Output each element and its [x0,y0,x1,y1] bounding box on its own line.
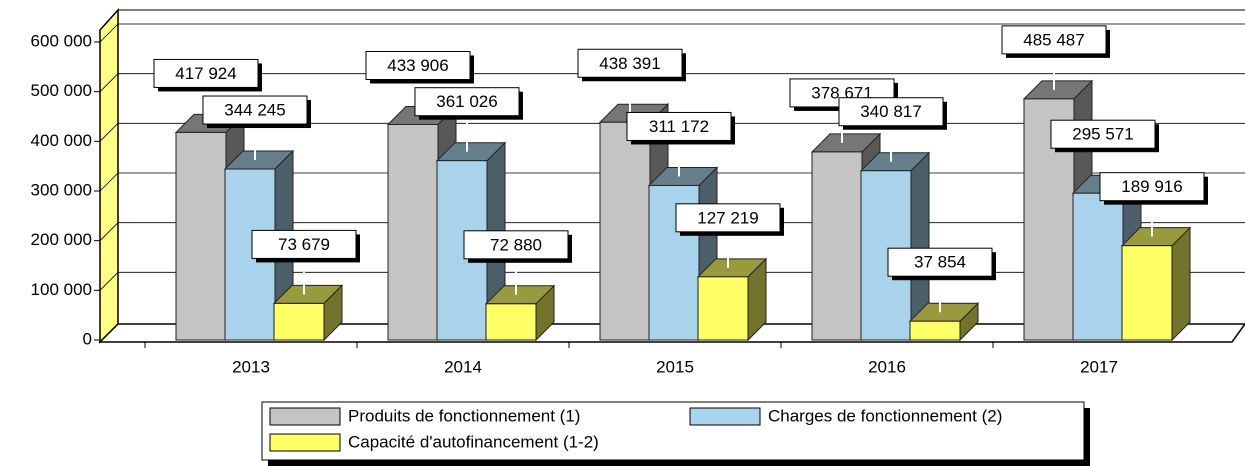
label-box [1001,25,1107,55]
legend-label: Charges de fonctionnement (2) [768,406,1002,425]
label-box [1099,172,1205,202]
data-label: 311 172 [649,117,709,136]
bar-front [697,276,749,341]
y-tick-label: 400 000 [31,131,92,150]
label-box [463,230,569,260]
data-label: 295 571 [1072,125,1133,144]
data-label: 433 906 [387,56,448,75]
data-label: 189 916 [1121,177,1182,196]
y-tick-label: 0 [83,329,92,348]
bar-front [599,121,651,341]
x-tick-label: 2015 [656,357,694,376]
label-box [887,247,993,277]
label-box [626,111,732,141]
y-tick-label: 500 000 [31,81,92,100]
x-tick-label: 2016 [868,357,906,376]
bar [1120,226,1192,342]
grid-line [99,23,1245,43]
data-label: 127 219 [697,208,758,227]
data-label: 73 679 [278,235,330,254]
bar-front [1121,245,1173,341]
data-label: 344 245 [224,101,285,120]
data-label: 340 817 [860,102,921,121]
bar-front [175,131,227,341]
bar-front [1072,192,1124,341]
grid-line [99,73,1245,92]
data-label: 485 487 [1023,30,1084,49]
bar-front [387,123,439,341]
label-box [1050,119,1156,149]
y-tick-label: 200 000 [31,230,92,249]
x-tick-label: 2013 [232,357,270,376]
y-tick-label: 100 000 [31,280,92,299]
data-label: 361 026 [436,92,497,111]
label-box [251,229,357,259]
bar-front [909,320,961,341]
y-tick-label: 300 000 [31,180,92,199]
bar-front [811,151,863,341]
data-label: 438 391 [599,54,660,73]
x-tick-label: 2017 [1080,357,1118,376]
y-tick-label: 600 000 [31,31,92,50]
bar-front [273,302,325,341]
legend-label: Capacité d'autofinancement (1-2) [348,432,599,451]
label-box [365,50,471,80]
legend-swatch [689,407,761,426]
legend-swatch [269,407,341,426]
bar-front [485,303,537,341]
label-box [838,97,944,127]
bar [908,301,980,342]
label-box [414,87,520,117]
legend-swatch [269,433,341,452]
bar [272,284,344,342]
x-tick-label: 2014 [444,357,482,376]
legend-box [261,401,1085,461]
legend-label: Produits de fonctionnement (1) [348,406,580,425]
label-box [202,95,308,125]
label-box [153,58,259,88]
bar [696,257,768,342]
bar-side [1171,226,1191,342]
label-box [577,48,683,78]
data-label: 72 880 [490,235,542,254]
data-label: 37 854 [914,253,966,272]
bar [484,284,556,342]
label-box [675,203,781,233]
data-label: 417 924 [175,64,236,83]
